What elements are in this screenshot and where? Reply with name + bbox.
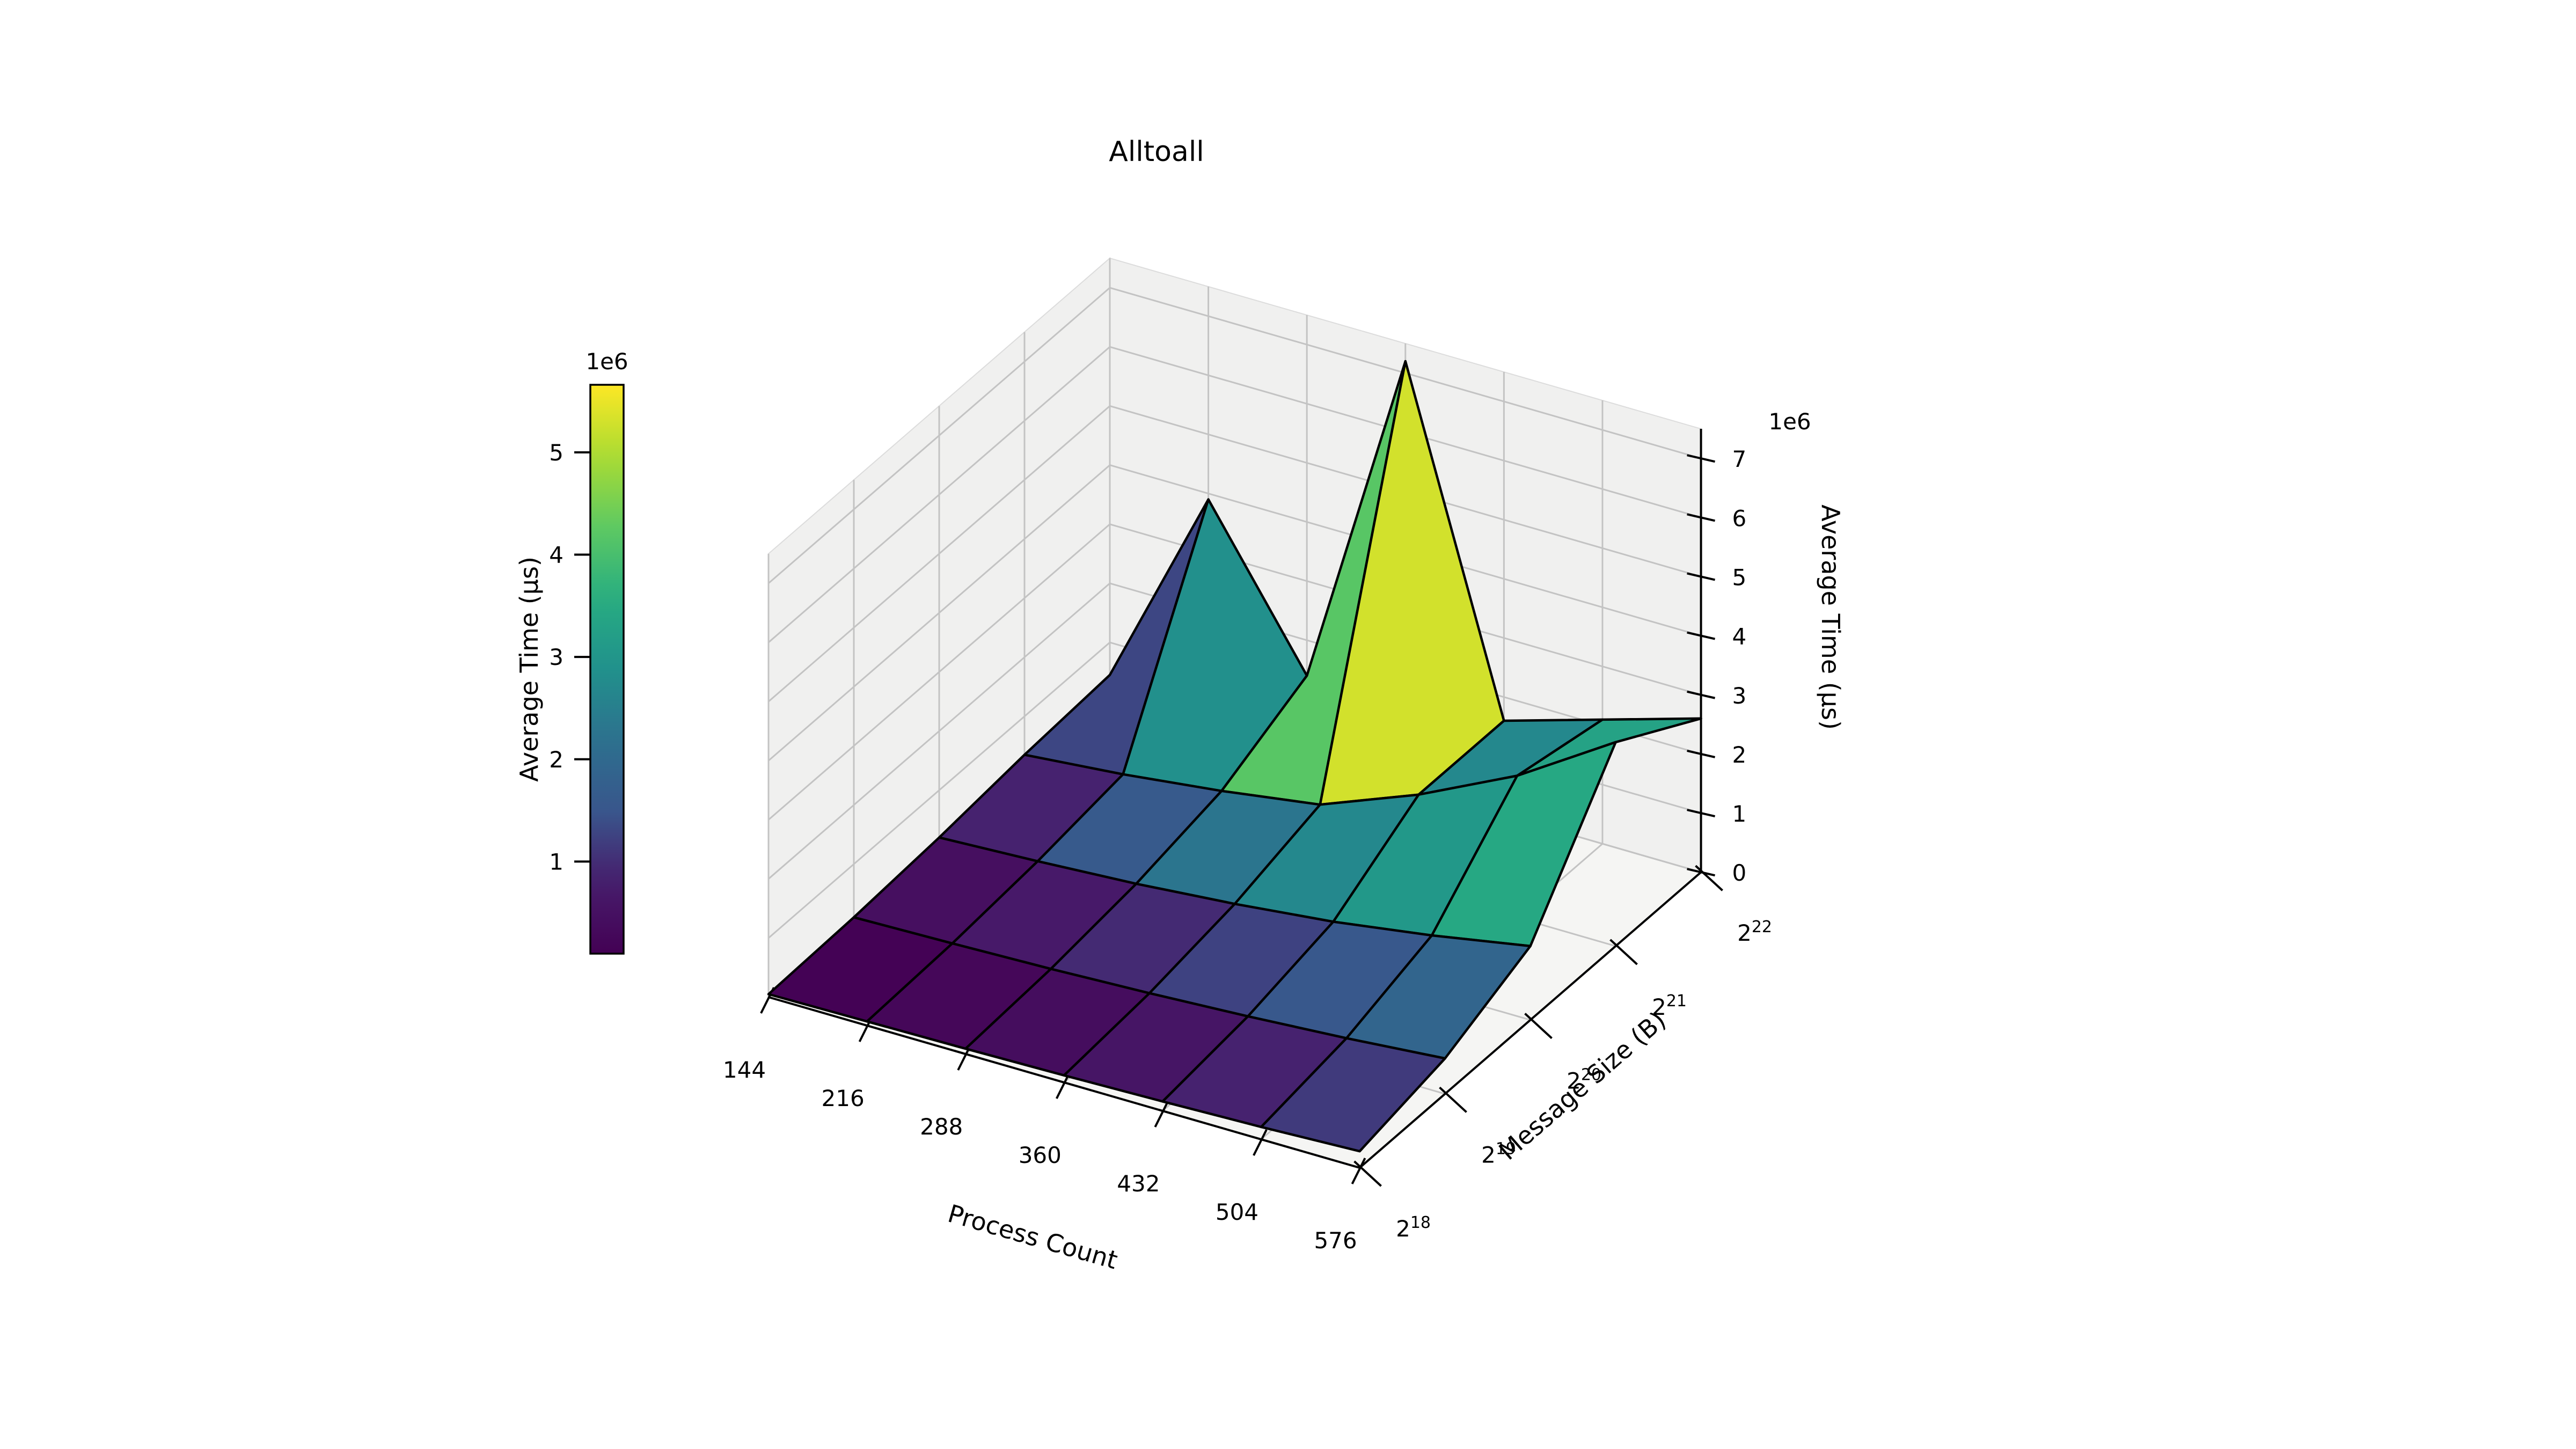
colorbar-gradient-bar [589,384,625,955]
x-tick-label: 216 [822,1085,865,1111]
gridline [768,287,1110,584]
colorbar-ticks: 1 2 3 4 5 [549,440,590,875]
gridline [768,405,1110,702]
surface-mesh [767,360,1702,1153]
z-tick-mark [1687,572,1716,581]
z-tick-label: 4 [1732,624,1747,650]
y-tick-mark [1524,1013,1553,1040]
z-tick-label: 2 [1732,742,1747,768]
z-tick-label: 7 [1732,446,1747,472]
x-tick-label: 432 [1117,1170,1160,1197]
y-tick-label: 222 [1737,918,1772,946]
y-tick-label: 219 [1481,1139,1516,1168]
x-tick-mark [1253,1129,1268,1156]
z-tick-label: 0 [1732,860,1747,886]
z-tick-label: 5 [1732,564,1747,590]
z-tick-label: 1 [1732,801,1747,827]
colorbar: 1 2 3 4 5 1e6 Average Time (µs) [515,348,628,955]
y-tick-label: 218 [1396,1213,1431,1242]
z-tick-mark [1687,513,1716,522]
z-offset-label: 1e6 [1768,408,1811,435]
y-tick-mark [1353,1160,1382,1187]
z-tick-label: 3 [1732,683,1747,709]
x-tick-label: 504 [1216,1199,1258,1225]
z-tick-mark [1687,749,1716,758]
y-tick-mark [1439,1086,1467,1113]
x-axis-label: Process Count [945,1199,1121,1275]
gridline [768,641,1110,939]
z-tick-mark [1687,868,1716,877]
x-tick-label: 288 [920,1114,963,1140]
colorbar-tick-label: 1 [549,848,564,875]
colorbar-tick-label: 3 [549,644,564,670]
y-tick-mark [1695,865,1723,891]
colorbar-tick-label: 5 [549,440,564,466]
gridline [768,582,1110,880]
surface-face [1260,1037,1446,1153]
x-tick-label: 576 [1314,1227,1357,1254]
gridline [768,523,1110,821]
gridline [768,346,1110,643]
chart-title: Alltoall [1109,136,1204,168]
gridline [768,464,1110,762]
y-tick-mark [1609,939,1638,965]
x-tick-label: 360 [1019,1142,1062,1168]
z-tick-mark [1687,809,1716,818]
z-tick-mark [1687,631,1716,640]
x-tick-label: 144 [723,1057,766,1083]
colorbar-label: Average Time (µs) [515,557,544,782]
colorbar-tick-label: 4 [549,541,564,568]
z-tick-label: 6 [1732,505,1747,531]
x-tick-mark [1154,1101,1169,1128]
colorbar-tick-label: 2 [549,747,564,773]
x-tick-mark [1351,1158,1366,1184]
z-axis-label: Average Time (µs) [1816,504,1845,730]
colorbar-offset-label: 1e6 [586,348,628,375]
axis-line [1359,871,1702,1169]
z-tick-mark [1687,454,1716,463]
z-tick-mark [1687,690,1716,699]
